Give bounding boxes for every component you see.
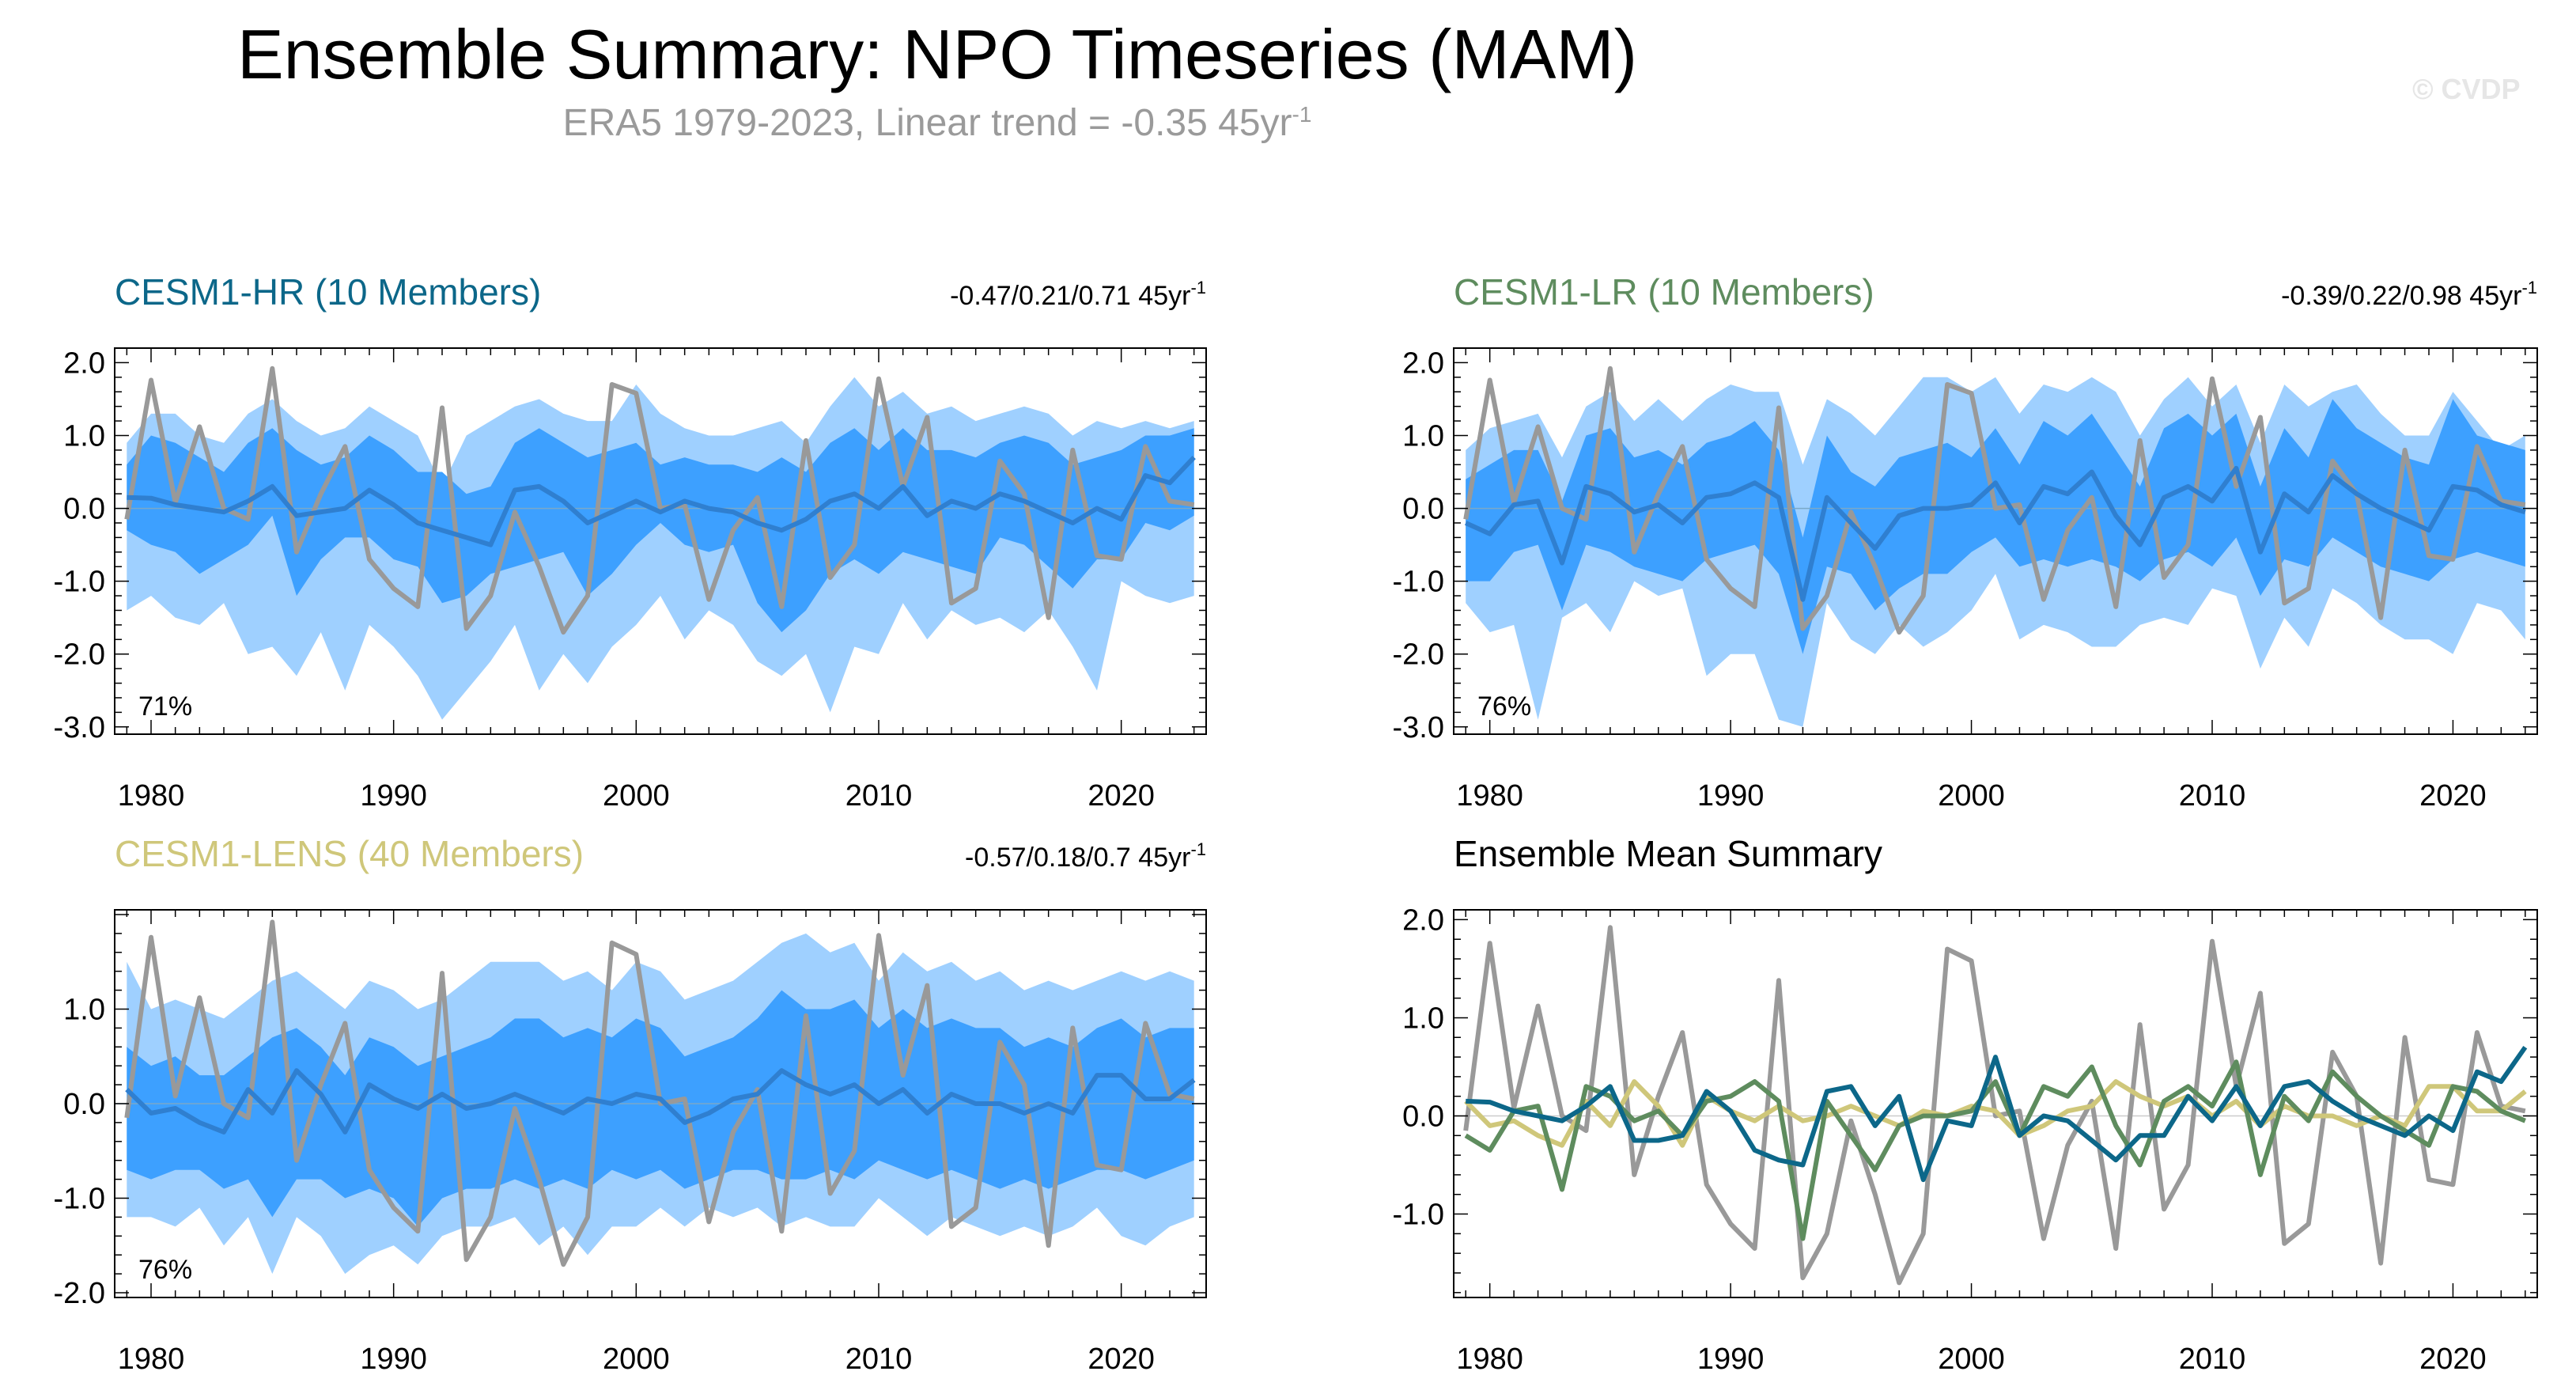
x-tick-label: 1980 — [118, 1343, 185, 1376]
era5-observed-line — [124, 366, 1195, 635]
panel-top-left: 2.0 1.0 0.0 -1.0 -2.0 -3.0 1980 1990 2000 2010 202… — [54, 271, 1207, 813]
panel-top-right: 2.0 1.0 0.0 -1.0 -2.0 -3.0 1980 1990 2000 2010 202… — [1393, 271, 2538, 813]
y-tick-label: -3.0 — [1393, 711, 1444, 744]
subtitle-superscript: -1 — [1292, 102, 1312, 127]
x-tick-label: 1980 — [1456, 1343, 1523, 1376]
inner-spread-band — [127, 990, 1194, 1227]
y-tick-label: -1.0 — [54, 566, 105, 599]
trend-values: -0.39/0.22/0.98 45yr — [2281, 281, 2521, 311]
series-line-cesm1-lens — [1464, 1079, 2527, 1148]
figure-subtitle: ERA5 1979-2023, Linear trend = -0.35 45y… — [0, 101, 1874, 145]
y-tick-label: -2.0 — [54, 638, 105, 672]
plot-area — [115, 919, 1206, 1275]
trend-values: -0.57/0.18/0.7 45yr — [965, 843, 1190, 873]
panel-title: CESM1-LR (10 Members) — [1454, 271, 1874, 313]
x-tick-label: 2010 — [845, 779, 913, 813]
y-tick-label: 2.0 — [1402, 903, 1444, 937]
y-tick-label: 1.0 — [63, 993, 105, 1026]
x-tick-label: 2020 — [1088, 1343, 1155, 1376]
trend-text: -0.39/0.22/0.98 45yr-1 — [2281, 278, 2537, 311]
y-tick-label: -3.0 — [54, 711, 105, 744]
y-tick-label: 0.0 — [63, 493, 105, 526]
y-tick-label: 1.0 — [1402, 419, 1444, 453]
inner-spread-band — [127, 428, 1194, 633]
trend-superscript: -1 — [2521, 278, 2537, 297]
x-tick-label: 1990 — [360, 779, 427, 813]
panel-bottom-left: 1.0 0.0 -1.0 -2.0 1980 1990 2000 2010 2020 CESM1-… — [54, 833, 1207, 1376]
x-tick-label: 2020 — [2419, 779, 2487, 813]
x-tick-label: 2010 — [2179, 779, 2246, 813]
panel-title: CESM1-HR (10 Members) — [115, 271, 541, 313]
x-tick-label: 2000 — [603, 779, 670, 813]
ensemble-mean-line — [1464, 465, 2526, 602]
trend-text: -0.57/0.18/0.7 45yr-1 — [965, 839, 1206, 873]
y-tick-label: 0.0 — [1402, 493, 1444, 526]
panels: 2.0 1.0 0.0 -1.0 -2.0 -3.0 1980 1990 2000 2010 202… — [54, 271, 2538, 1376]
plot-area — [115, 366, 1206, 720]
panel-title: Ensemble Mean Summary — [1454, 833, 1882, 874]
inner-spread-band — [1466, 399, 2525, 654]
y-tick-label: 2.0 — [63, 347, 105, 380]
y-tick-label: -1.0 — [1393, 566, 1444, 599]
panel-title: CESM1-LENS (40 Members) — [115, 833, 584, 874]
y-tick-label: -1.0 — [1393, 1199, 1444, 1232]
series-line-era5 — [1463, 925, 2526, 1286]
x-tick-label: 2000 — [1938, 779, 2005, 813]
percent-label: 76% — [1477, 691, 1531, 722]
plot-area — [1454, 925, 2537, 1286]
x-tick-label: 1990 — [360, 1343, 427, 1376]
trend-text: -0.47/0.21/0.71 45yr-1 — [950, 278, 1206, 311]
x-tick-label: 2010 — [845, 1343, 913, 1376]
trend-superscript: -1 — [1190, 278, 1206, 297]
y-tick-label: 1.0 — [1402, 1002, 1444, 1035]
ensemble-mean-line — [125, 1068, 1196, 1135]
x-tick-label: 1980 — [118, 779, 185, 813]
percent-label: 71% — [138, 691, 192, 722]
ensemble-mean-line — [127, 456, 1196, 547]
percent-label: 76% — [138, 1255, 192, 1285]
trend-values: -0.47/0.21/0.71 45yr — [950, 281, 1190, 311]
plot-area — [1454, 366, 2537, 727]
y-tick-label: 0.0 — [1402, 1100, 1444, 1134]
series-line-cesm1-hr — [1466, 1045, 2528, 1183]
y-tick-label: -2.0 — [54, 1277, 105, 1310]
y-tick-label: 2.0 — [1402, 347, 1444, 380]
x-tick-label: 2020 — [1088, 779, 1155, 813]
x-tick-label: 1990 — [1697, 1343, 1765, 1376]
figure-title: Ensemble Summary: NPO Timeseries (MAM) — [236, 15, 1638, 93]
x-tick-label: 1990 — [1697, 779, 1765, 813]
y-tick-label: -2.0 — [1393, 638, 1444, 672]
subtitle-text: ERA5 1979-2023, Linear trend = -0.35 45y… — [562, 102, 1292, 144]
x-tick-label: 1980 — [1456, 779, 1523, 813]
x-tick-label: 2010 — [2179, 1343, 2246, 1376]
panel-bottom-right: 2.0 1.0 0.0 -1.0 1980 1990 2000 2010 2020 Ensembl… — [1393, 833, 2538, 1376]
cvdp-watermark: © CVDP — [2412, 73, 2521, 105]
x-tick-label: 2000 — [1938, 1343, 2005, 1376]
y-tick-label: 0.0 — [63, 1088, 105, 1121]
era5-observed-line — [124, 919, 1195, 1267]
x-tick-label: 2000 — [603, 1343, 670, 1376]
era5-observed-line — [1463, 366, 2526, 635]
y-tick-label: 1.0 — [63, 419, 105, 453]
series-line-cesm1-lr — [1464, 1059, 2526, 1241]
x-tick-label: 2020 — [2419, 1343, 2487, 1376]
y-tick-label: -1.0 — [54, 1183, 105, 1216]
trend-superscript: -1 — [1190, 839, 1206, 859]
